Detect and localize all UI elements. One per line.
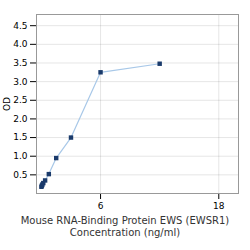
svg-text:2.5: 2.5 [13, 95, 27, 105]
svg-text:6: 6 [98, 201, 104, 211]
svg-text:2.0: 2.0 [13, 114, 28, 124]
svg-text:OD: OD [2, 97, 12, 111]
svg-text:4.0: 4.0 [13, 39, 28, 49]
svg-text:3.0: 3.0 [13, 77, 28, 87]
svg-text:0.5: 0.5 [13, 170, 27, 180]
html-text:Mouse RNA-Binding Protein EWS: Mouse RNA-Binding Protein EWS (EWSR1) Co… [20, 215, 230, 238]
svg-text:3.5: 3.5 [13, 58, 27, 68]
svg-text:18: 18 [213, 201, 225, 211]
svg-text:1.0: 1.0 [13, 151, 28, 161]
svg-text:4.5: 4.5 [13, 21, 27, 31]
svg-text:1.5: 1.5 [13, 132, 27, 142]
